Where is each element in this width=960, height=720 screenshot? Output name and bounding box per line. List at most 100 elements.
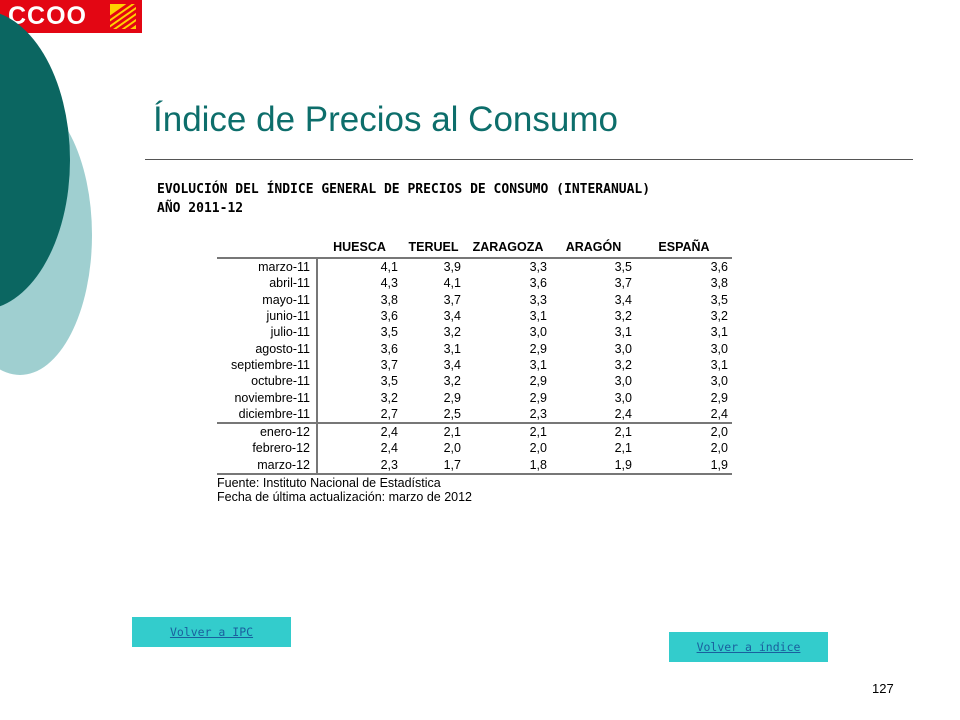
table-cell: 2,4	[614, 406, 632, 421]
table-cell: 3,0	[710, 374, 728, 389]
table-cell: 3,7	[614, 276, 632, 291]
table-row: octubre-11 3,5 3,2 2,9 3,0 3,0	[217, 373, 732, 390]
back-to-ipc-link[interactable]: Volver a IPC	[132, 617, 291, 647]
table-cell: 2,1	[465, 421, 551, 441]
table-cell: 2,0	[636, 421, 732, 441]
table-cell: 3,0	[614, 341, 632, 356]
row-month-label: enero-12	[217, 421, 318, 441]
table-cell: 1,9	[636, 456, 732, 475]
row-month-label: marzo-11	[217, 258, 318, 276]
table-cell: 2,9	[443, 390, 461, 405]
row-month-label: marzo-12	[217, 456, 318, 475]
header-aragon: ARAGÓN	[551, 237, 636, 259]
table-cell: 1,8	[465, 456, 551, 475]
aragon-flag-icon	[110, 4, 136, 29]
dark-circle-shape	[0, 13, 70, 307]
table-cell: 2,5	[443, 406, 461, 421]
caption-line-1: EVOLUCIÓN DEL ÍNDICE GENERAL DE PRECIOS …	[157, 182, 651, 197]
table-row: marzo-12 2,3 1,7 1,8 1,9 1,9	[217, 456, 732, 475]
header-teruel: TERUEL	[402, 237, 465, 259]
table-cell: 2,4	[710, 406, 728, 421]
table-cell: 3,5	[380, 374, 398, 389]
table-cell: 3,3	[529, 260, 547, 275]
table-cell: 3,7	[380, 357, 398, 372]
table-cell: 2,1	[551, 421, 636, 441]
page-number: 127	[872, 681, 894, 696]
header-zaragoza: ZARAGOZA	[465, 237, 551, 259]
header-huesca: HUESCA	[317, 237, 402, 259]
table-cell: 3,4	[443, 309, 461, 324]
table-cell: 4,1	[443, 276, 461, 291]
row-month-label: noviembre-11	[217, 389, 318, 406]
table-cell: 3,1	[443, 341, 461, 356]
table-cell: 2,1	[402, 421, 465, 441]
table-cell: 2,7	[380, 406, 398, 421]
table-row: enero-12 2,4 2,1 2,1 2,1 2,0	[217, 421, 732, 441]
table-cell: 2,1	[614, 441, 632, 456]
table-cell: 3,7	[443, 292, 461, 307]
table-row: febrero-12 2,4 2,0 2,0 2,1 2,0	[217, 440, 732, 457]
back-to-index-link[interactable]: Volver a índice	[669, 632, 828, 662]
row-month-label: abril-11	[217, 275, 318, 292]
table-row: julio-11 3,5 3,2 3,0 3,1 3,1	[217, 324, 732, 341]
table-cell: 3,2	[443, 325, 461, 340]
table-cell: 3,9	[443, 260, 461, 275]
update-note: Fecha de última actualización: marzo de …	[217, 489, 473, 504]
table-cell: 2,0	[443, 441, 461, 456]
table-cell: 3,1	[710, 325, 728, 340]
table-cell: 3,1	[529, 357, 547, 372]
title-divider	[145, 159, 913, 160]
table-cell: 3,0	[614, 374, 632, 389]
row-month-label: mayo-11	[217, 291, 318, 308]
table-cell: 3,1	[710, 357, 728, 372]
table-cell: 2,3	[317, 456, 402, 475]
table-cell: 3,1	[529, 309, 547, 324]
table-cell: 3,2	[380, 390, 398, 405]
table-cell: 3,2	[443, 374, 461, 389]
table-cell: 1,9	[551, 456, 636, 475]
table-cell: 1,7	[402, 456, 465, 475]
table-cell: 2,9	[710, 390, 728, 405]
table-cell: 3,2	[614, 357, 632, 372]
table-cell: 3,0	[529, 325, 547, 340]
table-cell: 3,8	[710, 276, 728, 291]
table-cell: 2,3	[529, 406, 547, 421]
table-cell: 3,0	[614, 390, 632, 405]
table-row: marzo-11 4,1 3,9 3,3 3,5 3,6	[217, 258, 732, 276]
table-cell: 3,5	[380, 325, 398, 340]
table-cell: 3,6	[710, 260, 728, 275]
row-month-label: septiembre-11	[217, 356, 318, 374]
table-row: junio-11 3,6 3,4 3,1 3,2 3,2	[217, 307, 732, 325]
table-cell: 3,4	[443, 357, 461, 372]
table-cell: 3,0	[710, 341, 728, 356]
ipc-table: HUESCA TERUEL ZARAGOZA ARAGÓN ESPAÑA mar…	[217, 237, 732, 475]
table-cell: 3,6	[380, 341, 398, 356]
table-header-row: HUESCA TERUEL ZARAGOZA ARAGÓN ESPAÑA	[217, 237, 732, 259]
row-month-label: octubre-11	[217, 373, 318, 390]
table-cell: 3,5	[614, 260, 632, 275]
table-cell: 3,2	[710, 309, 728, 324]
table-row: septiembre-11 3,7 3,4 3,1 3,2 3,1	[217, 356, 732, 374]
table-cell: 4,3	[380, 276, 398, 291]
table-cell: 3,4	[614, 292, 632, 307]
table-row: abril-11 4,3 4,1 3,6 3,7 3,8	[217, 275, 732, 292]
table-cell: 3,5	[710, 292, 728, 307]
table-row: agosto-11 3,6 3,1 2,9 3,0 3,0	[217, 340, 732, 357]
row-month-label: julio-11	[217, 324, 318, 341]
table-row: mayo-11 3,8 3,7 3,3 3,4 3,5	[217, 291, 732, 308]
decorative-circles	[0, 13, 92, 375]
ipc-table-container: HUESCA TERUEL ZARAGOZA ARAGÓN ESPAÑA mar…	[217, 237, 732, 504]
table-caption: EVOLUCIÓN DEL ÍNDICE GENERAL DE PRECIOS …	[157, 180, 650, 218]
table-cell: 2,4	[317, 421, 402, 441]
table-cell: 3,2	[614, 309, 632, 324]
table-cell: 2,9	[529, 341, 547, 356]
table-cell: 2,4	[380, 441, 398, 456]
table-cell: 2,0	[529, 441, 547, 456]
table-row: diciembre-11 2,7 2,5 2,3 2,4 2,4	[217, 405, 732, 423]
table-cell: 4,1	[380, 260, 398, 275]
table-cell: 2,9	[529, 390, 547, 405]
table-cell: 3,1	[614, 325, 632, 340]
source-note: Fuente: Instituto Nacional de Estadístic…	[217, 475, 441, 490]
table-cell: 3,3	[529, 292, 547, 307]
table-cell: 3,6	[380, 309, 398, 324]
